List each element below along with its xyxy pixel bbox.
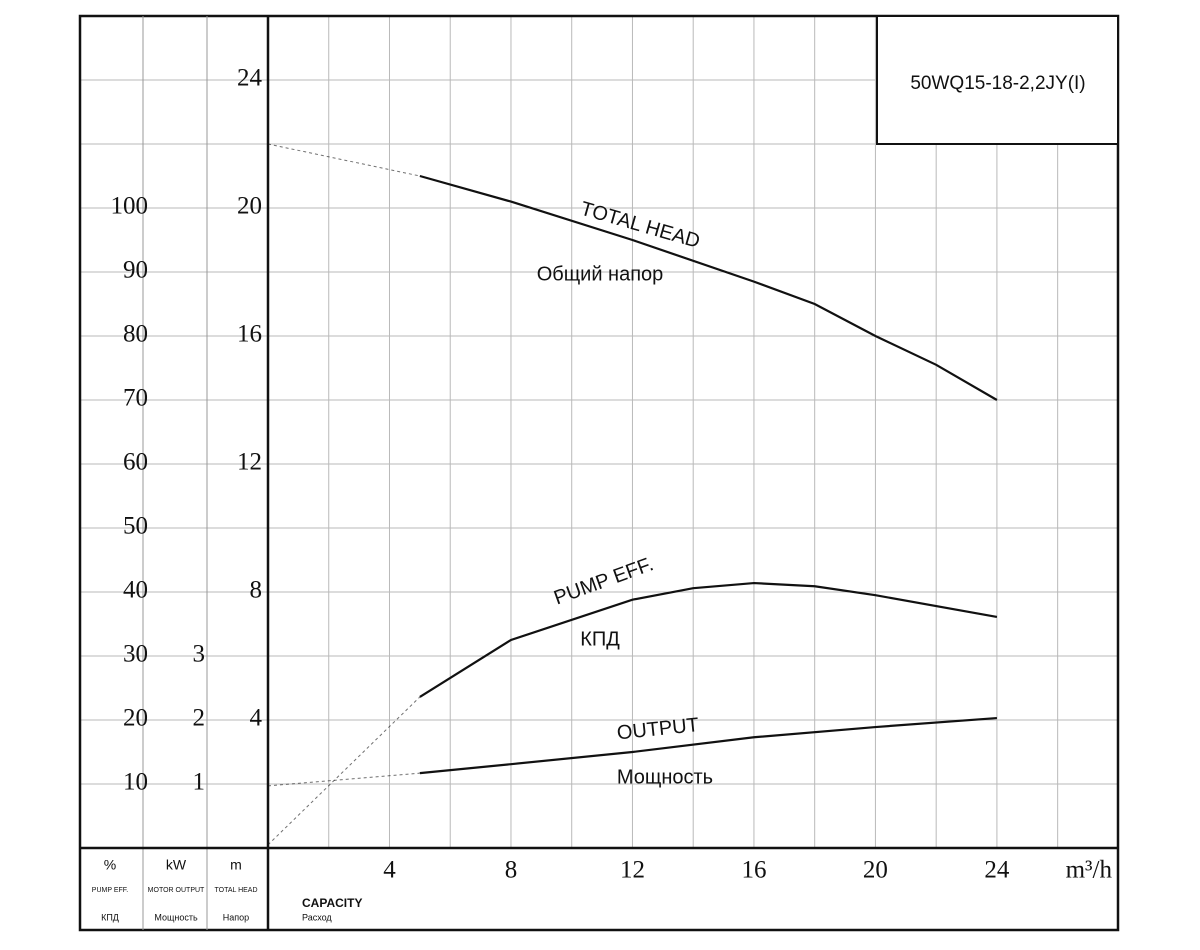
y-tick-label: 12 [237, 449, 262, 476]
series-label-ru: Общий напор [537, 263, 664, 285]
y3-unit: kW [166, 857, 187, 873]
plot [267, 143, 998, 846]
y-unit: m [230, 857, 242, 873]
y3-label-ru: Мощность [154, 912, 198, 922]
x-label-ru: Расход [302, 912, 332, 922]
y-tick-label: 8 [250, 577, 263, 604]
y3-tick-label: 2 [193, 705, 206, 732]
x-unit: m³/h [1066, 857, 1113, 884]
x-tick-label: 24 [984, 857, 1010, 884]
model: 50WQ15-18-2,2JY(I) [910, 73, 1085, 94]
y2-label-ru: КПД [101, 912, 119, 922]
frame [78, 14, 1120, 932]
y2-tick-label: 20 [123, 705, 148, 732]
x-tick-label: 8 [505, 857, 518, 884]
y2-label: PUMP EFF. [92, 887, 128, 894]
series-line-extrapolated [267, 143, 420, 177]
y2-tick-label: 90 [123, 257, 148, 284]
series-line [419, 581, 998, 698]
x-label: CAPACITY [302, 896, 362, 910]
y2-unit: % [104, 857, 116, 873]
y3-label: MOTOR OUTPUT [148, 887, 205, 894]
y2-tick-label: 70 [123, 385, 148, 412]
y2-tick-label: 40 [123, 577, 148, 604]
series-line [419, 716, 997, 775]
y-tick-label: 4 [250, 705, 263, 732]
grid [80, 16, 1119, 848]
series-label-ru: Мощность [617, 766, 713, 788]
y2-tick-label: 30 [123, 641, 148, 668]
y-label-ru: Напор [223, 912, 249, 922]
series-line-extrapolated [267, 772, 420, 787]
series-line [419, 174, 998, 401]
y2-tick-label: 100 [111, 193, 149, 220]
y2-tick-label: 10 [123, 769, 148, 796]
series-label-ru: КПД [580, 628, 620, 650]
x-tick-label: 4 [383, 857, 396, 884]
y-tick-label: 16 [237, 321, 262, 348]
model-box [876, 15, 1119, 145]
series-line-extrapolated [267, 696, 421, 846]
y-label: TOTAL HEAD [214, 887, 257, 894]
y-tick-label: 20 [237, 193, 262, 220]
y2-tick-label: 80 [123, 321, 148, 348]
y3-tick-label: 3 [193, 641, 206, 668]
x-tick-label: 16 [741, 857, 766, 884]
x-tick-label: 12 [620, 857, 645, 884]
y3-tick-label: 1 [193, 769, 206, 796]
y2-tick-label: 50 [123, 513, 148, 540]
x-tick-label: 20 [863, 857, 888, 884]
y2-tick-label: 60 [123, 449, 148, 476]
y-tick-label: 24 [237, 65, 263, 92]
